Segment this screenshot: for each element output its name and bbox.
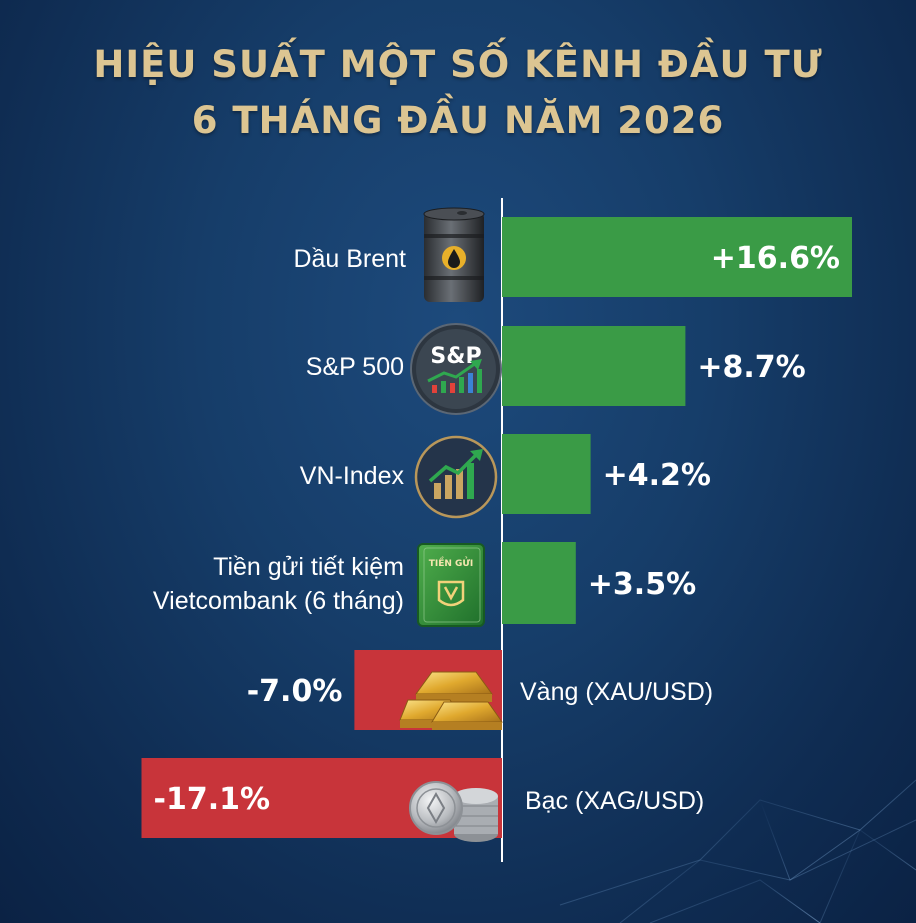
vn-index-chart-icon (414, 435, 498, 519)
savings-book-icon: TIỀN GỬI (417, 543, 485, 627)
bar-sp500 (502, 326, 686, 406)
chart-title-line-2: 6 THÁNG ĐẦU NĂM 2026 (191, 99, 725, 142)
category-label-tien-gui-line-2: Vietcombank (6 tháng) (153, 587, 404, 615)
chart-title-line-1: HIỆU SUẤT MỘT SỐ KÊNH ĐẦU TƯ (93, 43, 823, 86)
bar-vn-index (502, 434, 591, 514)
category-label-sp500: S&P 500 (306, 353, 404, 381)
category-label-vang: Vàng (XAU/USD) (520, 678, 713, 706)
value-label-bac: -17.1% (154, 782, 271, 817)
category-label-vn-index: VN-Index (300, 462, 405, 490)
value-label-tien-gui-vietcombank: +3.5% (588, 567, 696, 602)
oil-barrel-icon (423, 207, 485, 302)
value-label-sp500: +8.7% (697, 350, 805, 385)
sp500-badge-icon: S&P (410, 323, 502, 415)
gold-bars-icon (399, 671, 503, 730)
category-label-dau-brent: Dầu Brent (293, 245, 406, 273)
value-label-dau-brent: +16.6% (711, 241, 840, 276)
category-label-bac: Bạc (XAG/USD) (525, 787, 704, 815)
background-network-decoration (559, 779, 916, 923)
value-label-vn-index: +4.2% (603, 458, 711, 493)
category-label-tien-gui-line-1: Tiền gửi tiết kiệm (213, 553, 404, 581)
value-label-vang: -7.0% (247, 674, 343, 709)
savings-book-text: TIỀN GỬI (429, 556, 474, 569)
silver-coins-icon (409, 781, 498, 842)
bar-dau-brent (502, 217, 852, 297)
bar-tien-gui-vietcombank (502, 542, 576, 624)
